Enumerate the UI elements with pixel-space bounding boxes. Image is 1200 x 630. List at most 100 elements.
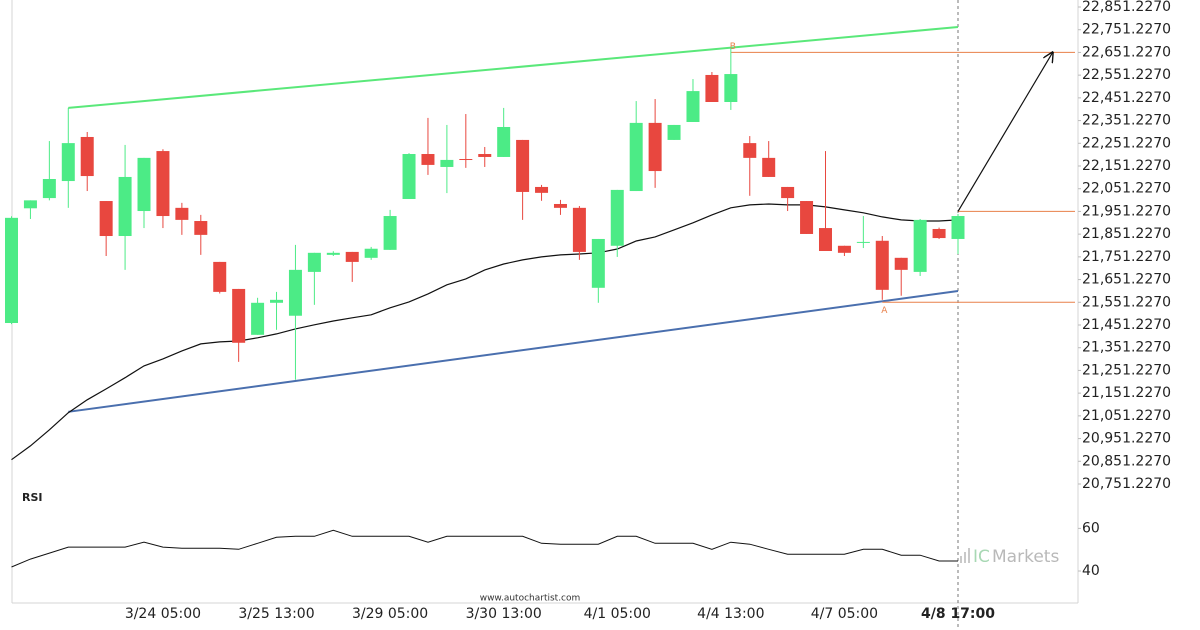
candle-body [837,245,851,253]
candle-body [572,207,586,252]
x-tick-label: 3/24 05:00 [125,606,201,622]
candle-body [156,151,170,217]
x-tick-label: 3/25 13:00 [238,606,314,622]
candle-body [497,126,511,157]
y-tick-label: 22,051.2270 [1082,181,1171,197]
x-tick-label: 4/1 05:00 [584,606,651,622]
candle-body [383,216,397,250]
candle-body [818,228,832,252]
y-tick-label: 22,551.2270 [1082,67,1171,83]
candle-body [459,159,473,161]
y-tick-label: 21,751.2270 [1082,249,1171,265]
y-tick-label: 22,751.2270 [1082,22,1171,38]
y-tick-label: 22,451.2270 [1082,90,1171,106]
candle-body [800,201,814,234]
candle-body [875,240,889,290]
y-tick-label: 21,551.2270 [1082,294,1171,310]
y-tick-label: 20,951.2270 [1082,431,1171,447]
logo-bar [968,548,970,563]
candle-body [516,139,530,192]
rsi-title: RSI [22,491,43,504]
y-tick-label: 21,151.2270 [1082,385,1171,401]
candle-body [80,136,94,177]
y-tick-label: 21,351.2270 [1082,340,1171,356]
candle-body [686,91,700,122]
candle-body [307,252,321,272]
level-label: B [730,42,736,52]
y-tick-label: 21,251.2270 [1082,362,1171,378]
candle-body [42,178,56,199]
candle-body [629,122,643,192]
candle-body [951,216,965,239]
candle-body [232,288,246,343]
level-label: A [881,306,888,316]
brand-name: Markets [992,547,1059,567]
logo-bar [960,556,962,563]
y-tick-label: 20,851.2270 [1082,453,1171,469]
candle-body [288,269,302,316]
candle-body [591,238,605,288]
candle-body [478,154,492,157]
y-tick-label: 21,951.2270 [1082,203,1171,219]
watermark: www.autochartist.com [480,594,581,604]
candle-body [894,257,908,270]
candle-body [402,154,416,199]
channel-line [68,26,959,109]
x-tick-label: 4/8 17:00 [921,606,995,622]
y-tick-label: 21,851.2270 [1082,226,1171,242]
y-tick-label: 20,751.2270 [1082,476,1171,492]
candle-body [667,124,681,140]
candle-body [251,302,265,335]
x-tick-label: 4/4 13:00 [697,606,764,622]
y-tick-label: 22,151.2270 [1082,158,1171,174]
candle-body [137,157,151,212]
candle-body [913,219,927,272]
candle-body [705,74,719,102]
candle-body [743,143,757,158]
candle-body [762,157,776,177]
candle-body [535,186,549,193]
candle-body [194,221,208,235]
brand-prefix: IC [973,547,990,567]
y-tick-label: 22,351.2270 [1082,113,1171,129]
y-tick-label: 22,651.2270 [1082,44,1171,60]
channel-line [68,289,959,413]
candle-body [610,189,624,246]
candle-body [781,186,795,199]
candle-body [932,228,946,239]
y-tick-label: 21,051.2270 [1082,408,1171,424]
candle-body [724,74,738,102]
moving-average [11,203,959,461]
rsi-y-tick-label: 60 [1082,520,1100,536]
candle-body [364,248,378,258]
x-tick-label: 3/30 13:00 [466,606,542,622]
rsi-line [11,529,958,568]
candle-body [23,200,37,209]
y-tick-label: 21,651.2270 [1082,272,1171,288]
x-tick-label: 4/7 05:00 [811,606,878,622]
candle-body [270,299,284,303]
candle-body [326,252,340,255]
logo-bar [964,552,966,563]
rsi-y-tick-label: 40 [1082,563,1100,579]
candle-body [421,154,435,165]
candle-body [118,176,132,237]
candle-body [61,143,75,182]
candle-body [345,251,359,262]
candle-body [553,203,567,208]
y-tick-label: 21,451.2270 [1082,317,1171,333]
x-tick-label: 3/29 05:00 [352,606,428,622]
forecast-arrow [957,52,1053,212]
y-tick-label: 22,251.2270 [1082,135,1171,151]
candle-body [856,241,870,243]
candle-body [5,217,18,324]
candle-body [440,159,454,167]
candle-body [99,201,113,237]
candle-body [213,261,227,292]
brand-logo: IC Markets [960,547,1059,567]
candle-body [175,207,189,220]
candle-body [648,122,662,172]
y-tick-label: 22,851.2270 [1082,0,1171,15]
